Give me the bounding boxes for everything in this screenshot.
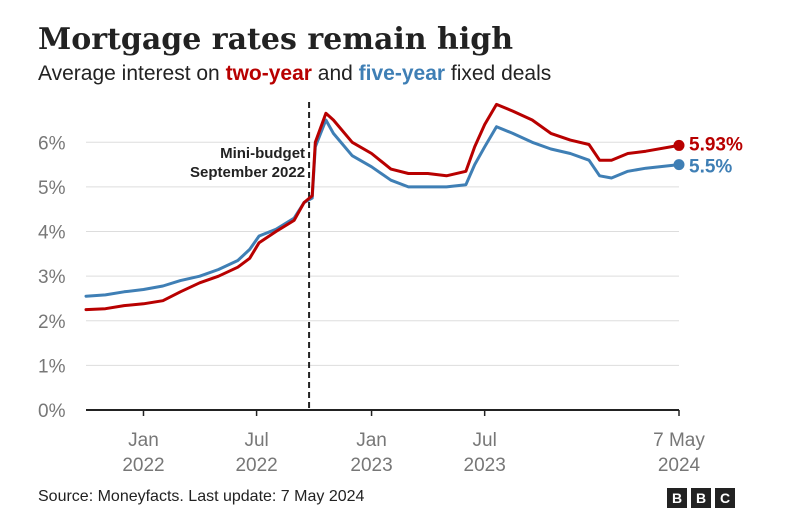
x-tick-label: 2023 — [350, 455, 392, 476]
bbc-logo: B B C — [667, 488, 735, 508]
end-label-two-year: 5.93% — [689, 134, 743, 155]
subtitle-part-5: fixed deals — [445, 62, 552, 85]
subtitle-part-3: and — [311, 62, 359, 85]
end-label-five-year: 5.5% — [689, 157, 732, 178]
y-tick-label: 3% — [38, 267, 66, 288]
series-line-five-year — [84, 118, 681, 298]
x-tick-label: 2023 — [464, 455, 506, 476]
subtitle-two-year: two-year — [225, 62, 312, 85]
subtitle-part-1: Average interest on — [38, 62, 226, 85]
y-tick-label: 0% — [38, 401, 66, 422]
x-tick-label: 2022 — [122, 455, 164, 476]
y-tick-label: 1% — [38, 356, 66, 377]
source-note: Source: Moneyfacts. Last update: 7 May 2… — [38, 488, 365, 505]
x-tick-label: Jul — [244, 430, 268, 451]
x-tick-label: 2024 — [658, 455, 701, 476]
logo-letter: B — [667, 488, 687, 508]
end-point-two-year — [673, 139, 685, 151]
line-chart: 0% 1% 2% 3% 4% 5% 6% Jan 2022 Jul 2022 Jan 2023 Jul 20… — [38, 102, 743, 476]
chart-title: Mortgage rates remain high — [38, 22, 514, 57]
x-tick-label: 2022 — [235, 455, 277, 476]
x-tick-label: Jan — [128, 430, 159, 451]
y-tick-label: 4% — [38, 223, 66, 244]
logo-letter: B — [691, 488, 711, 508]
end-point-five-year — [673, 159, 685, 171]
annotation-label: Mini-budget — [220, 145, 305, 162]
chart-subtitle: Average interest on two-year and five-ye… — [38, 62, 551, 86]
y-tick-label: 5% — [38, 178, 66, 199]
logo-letter: C — [715, 488, 735, 508]
annotation-label: September 2022 — [190, 164, 305, 181]
x-tick-label: Jul — [473, 430, 497, 451]
y-tick-label: 6% — [38, 133, 66, 154]
x-tick-label: Jan — [356, 430, 387, 451]
subtitle-five-year: five-year — [358, 62, 446, 85]
x-tick-label: 7 May — [653, 430, 705, 451]
series-line-two-year — [84, 102, 681, 312]
y-tick-label: 2% — [38, 312, 66, 333]
